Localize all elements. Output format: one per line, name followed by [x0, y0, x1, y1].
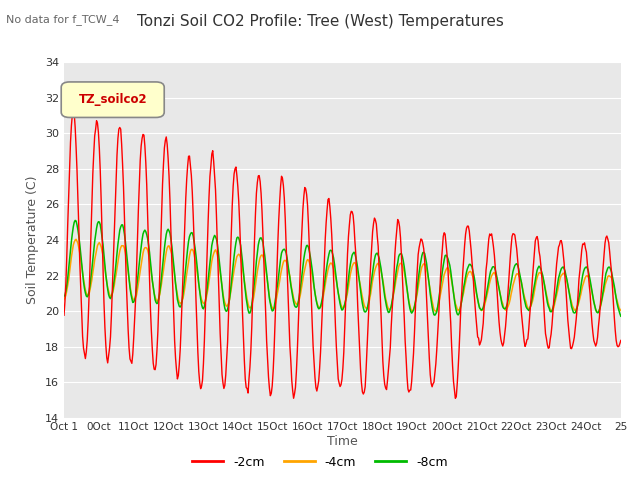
Text: No data for f_TCW_4: No data for f_TCW_4 [6, 14, 120, 25]
Legend: -2cm, -4cm, -8cm: -2cm, -4cm, -8cm [187, 451, 453, 474]
Y-axis label: Soil Temperature (C): Soil Temperature (C) [26, 176, 39, 304]
X-axis label: Time: Time [327, 435, 358, 448]
Text: TZ_soilco2: TZ_soilco2 [79, 93, 147, 106]
FancyBboxPatch shape [61, 82, 164, 118]
Text: Tonzi Soil CO2 Profile: Tree (West) Temperatures: Tonzi Soil CO2 Profile: Tree (West) Temp… [136, 14, 504, 29]
